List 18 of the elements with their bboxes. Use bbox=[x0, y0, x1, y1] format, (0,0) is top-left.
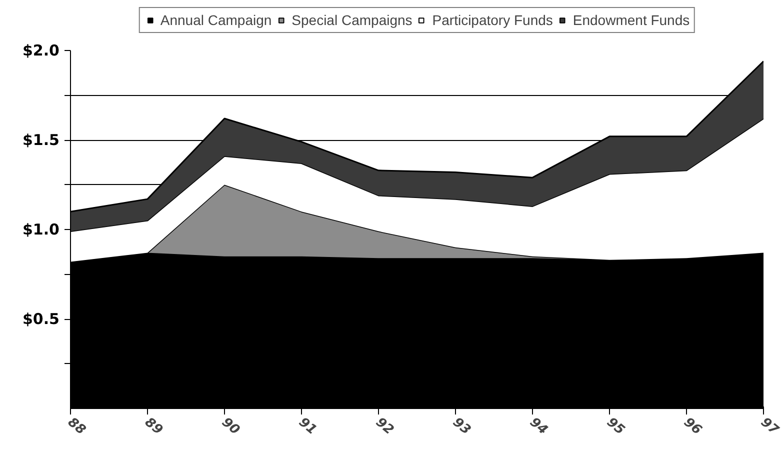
legend-label: Participatory Funds bbox=[432, 12, 553, 28]
y-tick-label: $0.5 bbox=[22, 310, 60, 328]
y-tick-label: $1.0 bbox=[22, 220, 60, 238]
x-tick-label: 95 bbox=[604, 414, 628, 438]
x-tick-label: 92 bbox=[372, 414, 396, 438]
legend-label: Annual Campaign bbox=[160, 12, 272, 28]
x-tick-label: 96 bbox=[680, 414, 704, 438]
x-tick-label: 94 bbox=[526, 414, 550, 438]
legend-label: Special Campaigns bbox=[292, 12, 412, 28]
y-tick-label: $1.5 bbox=[22, 131, 60, 149]
x-tick-label: 88 bbox=[64, 414, 88, 438]
y-tick-label: $2.0 bbox=[22, 42, 60, 60]
x-tick-label: 89 bbox=[142, 414, 166, 438]
x-tick-label: 91 bbox=[296, 414, 320, 438]
x-tick-label: 93 bbox=[450, 414, 474, 438]
legend-label: Endowment Funds bbox=[572, 12, 690, 28]
x-tick-label: 90 bbox=[218, 414, 242, 438]
x-tick-label: 97 bbox=[758, 414, 781, 439]
